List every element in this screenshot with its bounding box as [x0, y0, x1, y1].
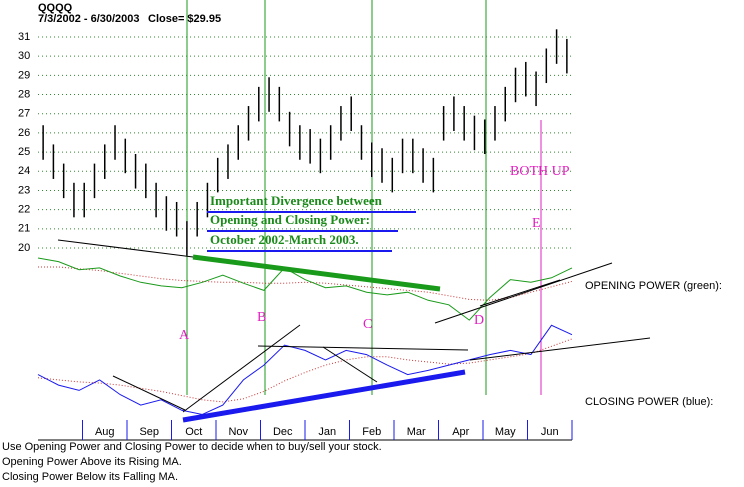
y-tick-label: 26 — [18, 127, 30, 139]
moving-average — [38, 266, 573, 301]
divergence-line — [182, 369, 466, 423]
trend-lines — [57, 239, 651, 423]
indicator-label: CLOSING POWER (blue): — [585, 396, 713, 408]
y-tick-label: 29 — [18, 69, 30, 81]
x-tick-label: Feb — [362, 426, 381, 438]
trend-line — [469, 337, 651, 361]
y-tick-label: 20 — [18, 242, 30, 254]
divergence-note: Important Divergence between Opening and… — [207, 193, 416, 252]
event-label: E — [532, 216, 541, 231]
trend-line — [322, 346, 378, 383]
x-tick-label: Sep — [139, 426, 159, 438]
event-label: C — [363, 317, 372, 332]
x-tick-label: Apr — [452, 426, 469, 438]
annotation: Opening and Closing Power: — [210, 212, 370, 227]
y-tick-label: 23 — [18, 184, 30, 196]
x-tick-label: Aug — [95, 426, 115, 438]
annotation: Important Divergence between — [210, 193, 383, 208]
x-tick-label: Mar — [407, 426, 426, 438]
y-tick-label: 28 — [18, 88, 30, 100]
note: Opening Power Above its Rising MA. — [2, 456, 182, 468]
x-tick-label: Jan — [318, 426, 336, 438]
trend-line — [182, 324, 301, 413]
y-tick-label: 24 — [18, 165, 30, 177]
event-label: A — [179, 328, 190, 343]
x-tick-label: Jun — [541, 426, 559, 438]
trend-line — [57, 239, 194, 258]
x-tick-label: Oct — [185, 426, 202, 438]
y-tick-label: 21 — [18, 223, 30, 235]
indicator-label: OPENING POWER (green): — [585, 280, 722, 292]
divergence-line — [192, 254, 441, 292]
x-tick-label: Nov — [228, 426, 248, 438]
event-lines — [186, 0, 542, 395]
chart-subtitle: 7/3/2002 - 6/30/2003 — [38, 13, 140, 25]
plot: 20 21 22 23 24 25 26 27 28 29 30 31 Aug Sep Oct Nov Dec J… — [18, 29, 573, 441]
x-tick-label: Dec — [273, 426, 293, 438]
event-label: D — [474, 313, 484, 328]
close-label: Close= $29.95 — [148, 13, 221, 25]
chart-title: QQQQ — [38, 2, 73, 14]
y-tick-label: 30 — [18, 50, 30, 62]
event-label: B — [257, 310, 266, 325]
note: Closing Power Below its Falling MA. — [2, 471, 178, 483]
trend-line — [257, 345, 469, 351]
note: Use Opening Power and Closing Power to d… — [2, 441, 382, 453]
indicator-line — [37, 324, 573, 416]
annotation: October 2002-March 2003. — [210, 232, 359, 247]
trend-line — [479, 279, 561, 307]
annotation: BOTH UP — [510, 164, 570, 179]
y-tick-label: 22 — [18, 204, 30, 216]
y-tick-label: 25 — [18, 146, 30, 158]
trend-line — [434, 262, 613, 324]
trend-line — [112, 375, 186, 411]
y-tick-label: 31 — [18, 31, 30, 43]
x-tick-label: May — [495, 426, 516, 438]
y-tick-label: 27 — [18, 108, 30, 120]
